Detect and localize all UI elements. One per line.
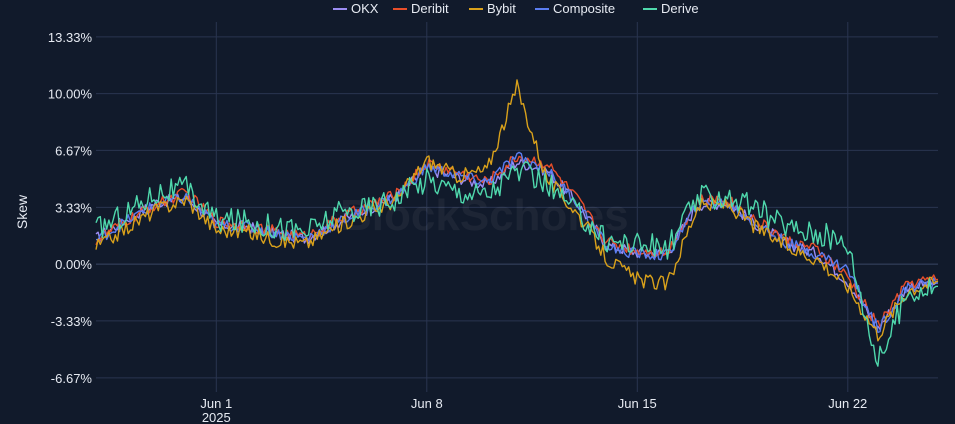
legend-item-deribit[interactable]: Deribit	[393, 1, 449, 16]
y-tick-label: 13.33%	[48, 30, 93, 45]
series-line-deribit	[95, 155, 939, 328]
legend-item-okx[interactable]: OKX	[333, 1, 379, 16]
legend-item-bybit[interactable]: Bybit	[469, 1, 516, 16]
y-tick-label: 0.00%	[55, 257, 92, 272]
x-tick-label: Jun 1	[200, 396, 232, 411]
x-tick-label: Jun 8	[411, 396, 443, 411]
legend-label: OKX	[351, 1, 379, 16]
series-line-composite	[95, 151, 939, 333]
x-tick-label: Jun 15	[618, 396, 657, 411]
x-tick-label: Jun 22	[828, 396, 867, 411]
series-lines	[95, 79, 939, 367]
legend-label: Deribit	[411, 1, 449, 16]
y-tick-label: 10.00%	[48, 87, 93, 102]
legend-item-composite[interactable]: Composite	[535, 1, 615, 16]
legend[interactable]: OKX Deribit Bybit Composite Derive	[333, 1, 699, 16]
y-tick-label: 3.33%	[55, 200, 92, 215]
legend-item-derive[interactable]: Derive	[643, 1, 699, 16]
y-tick-label: -3.33%	[51, 314, 93, 329]
grid	[96, 22, 938, 392]
legend-label: Bybit	[487, 1, 516, 16]
legend-label: Composite	[553, 1, 615, 16]
legend-label: Derive	[661, 1, 699, 16]
y-axis: 13.33% 10.00% 6.67% 3.33% 0.00% -3.33% -6.67%	[48, 30, 93, 386]
y-axis-title: Skew	[14, 194, 30, 229]
x-tick-sublabel: 2025	[202, 410, 231, 424]
series-line-derive	[95, 161, 939, 367]
y-tick-label: -6.67%	[51, 371, 93, 386]
y-tick-label: 6.67%	[55, 143, 92, 158]
